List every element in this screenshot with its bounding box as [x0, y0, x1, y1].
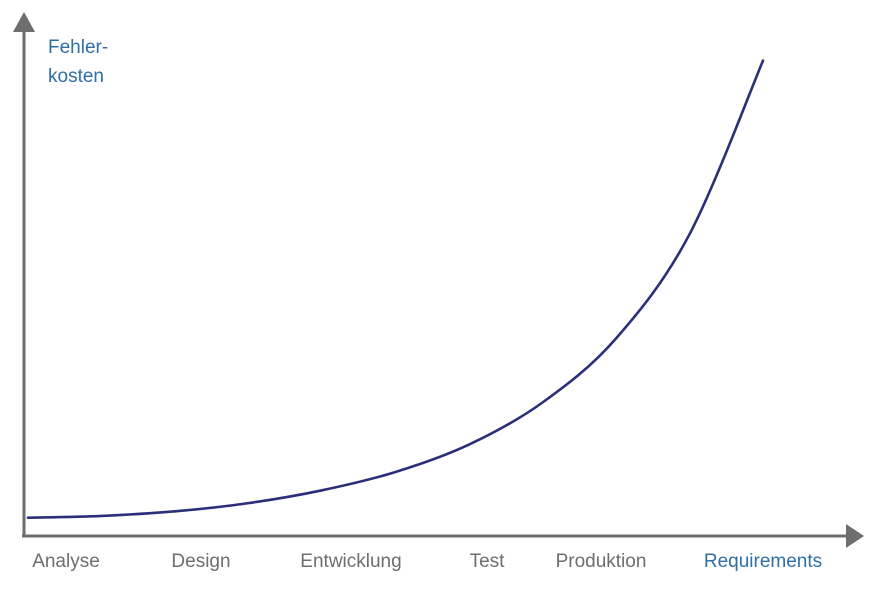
x-axis-arrowhead: [846, 524, 864, 548]
x-tick-label: Requirements: [703, 551, 823, 572]
x-tick-label: Analyse: [32, 551, 100, 572]
x-tick-label: Entwicklung: [300, 551, 402, 572]
y-axis-arrowhead: [13, 12, 35, 32]
series-line: [26, 59, 765, 519]
y-axis-label: Fehler- kosten: [48, 37, 109, 87]
x-tick-label: Test: [469, 551, 505, 572]
y-axis: [13, 12, 35, 536]
x-axis: [22, 524, 864, 548]
x-tick-label: Design: [171, 551, 231, 572]
series-layer: [26, 59, 765, 519]
x-tick-label: Produktion: [555, 551, 647, 572]
